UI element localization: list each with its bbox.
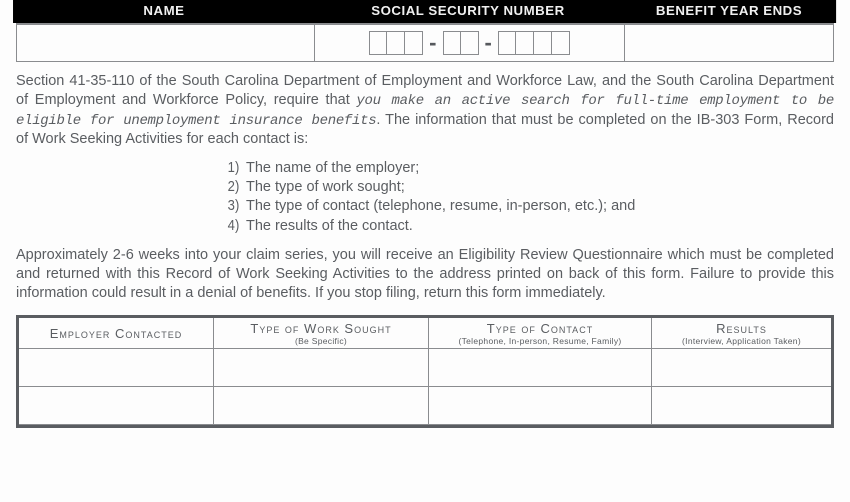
col-contact-sub: (Telephone, In-person, Resume, Family)	[433, 336, 647, 346]
name-input-cell[interactable]	[17, 25, 315, 61]
ssn-digit-box[interactable]	[369, 31, 387, 55]
list-text: The name of the employer;	[246, 159, 419, 178]
ssn-dash: -	[427, 32, 438, 54]
table-row	[19, 387, 831, 425]
col-results: Results(Interview, Application Taken)	[652, 318, 831, 349]
ssn-boxes: --	[369, 31, 570, 55]
table-cell[interactable]	[214, 387, 429, 425]
bye-input-cell[interactable]	[625, 25, 833, 61]
list-item: 3) The type of contact (telephone, resume…	[226, 197, 834, 216]
list-item: 2) The type of work sought;	[226, 178, 834, 197]
table-cell[interactable]	[429, 349, 652, 387]
ssn-group[interactable]	[498, 31, 570, 55]
activities-body	[19, 349, 831, 425]
col-contact: Type of Contact(Telephone, In-person, Re…	[429, 318, 652, 349]
table-cell[interactable]	[652, 387, 831, 425]
paragraph-2: Approximately 2-6 weeks into your claim …	[16, 246, 834, 303]
list-text: The type of contact (telephone, resume, …	[246, 197, 635, 216]
ssn-input-cell[interactable]: --	[315, 25, 625, 61]
activities-table: Employer Contacted Type of Work Sought(B…	[16, 315, 834, 428]
ssn-dash: -	[483, 32, 494, 54]
list-item: 4) The results of the contact.	[226, 217, 834, 236]
col-employer-main: Employer Contacted	[23, 326, 209, 341]
col-results-main: Results	[656, 321, 827, 336]
ssn-digit-box[interactable]	[461, 31, 479, 55]
table-cell[interactable]	[19, 387, 214, 425]
table-row	[19, 349, 831, 387]
list-text: The results of the contact.	[246, 217, 413, 236]
list-item: 1) The name of the employer;	[226, 159, 834, 178]
input-row: --	[16, 23, 834, 62]
paragraph-1: Section 41-35-110 of the South Carolina …	[16, 72, 834, 149]
ssn-digit-box[interactable]	[498, 31, 516, 55]
header-name: NAME	[13, 0, 317, 23]
ssn-group[interactable]	[369, 31, 423, 55]
table-cell[interactable]	[214, 349, 429, 387]
col-employer: Employer Contacted	[19, 318, 214, 349]
col-worktype-main: Type of Work Sought	[218, 321, 424, 336]
table-cell[interactable]	[19, 349, 214, 387]
list-text: The type of work sought;	[246, 178, 405, 197]
ssn-group[interactable]	[443, 31, 479, 55]
header-ssn: SOCIAL SECURITY NUMBER	[311, 0, 627, 23]
ssn-digit-box[interactable]	[387, 31, 405, 55]
header-bye: BENEFIT YEAR ENDS	[622, 0, 836, 23]
col-worktype-sub: (Be Specific)	[218, 336, 424, 346]
ssn-digit-box[interactable]	[443, 31, 461, 55]
table-cell[interactable]	[429, 387, 652, 425]
col-contact-main: Type of Contact	[433, 321, 647, 336]
ssn-digit-box[interactable]	[552, 31, 570, 55]
table-cell[interactable]	[652, 349, 831, 387]
required-list: 1) The name of the employer; 2) The type o…	[226, 159, 834, 236]
ssn-digit-box[interactable]	[405, 31, 423, 55]
ssn-digit-box[interactable]	[534, 31, 552, 55]
list-num: 1)	[227, 159, 240, 178]
activities-header-row: Employer Contacted Type of Work Sought(B…	[19, 318, 831, 349]
list-num: 4)	[227, 217, 240, 236]
ssn-digit-box[interactable]	[516, 31, 534, 55]
col-worktype: Type of Work Sought(Be Specific)	[214, 318, 429, 349]
list-num: 3)	[227, 197, 240, 216]
list-num: 2)	[227, 178, 240, 197]
header-bar: NAME SOCIAL SECURITY NUMBER BENEFIT YEAR…	[16, 0, 834, 23]
col-results-sub: (Interview, Application Taken)	[656, 336, 827, 346]
